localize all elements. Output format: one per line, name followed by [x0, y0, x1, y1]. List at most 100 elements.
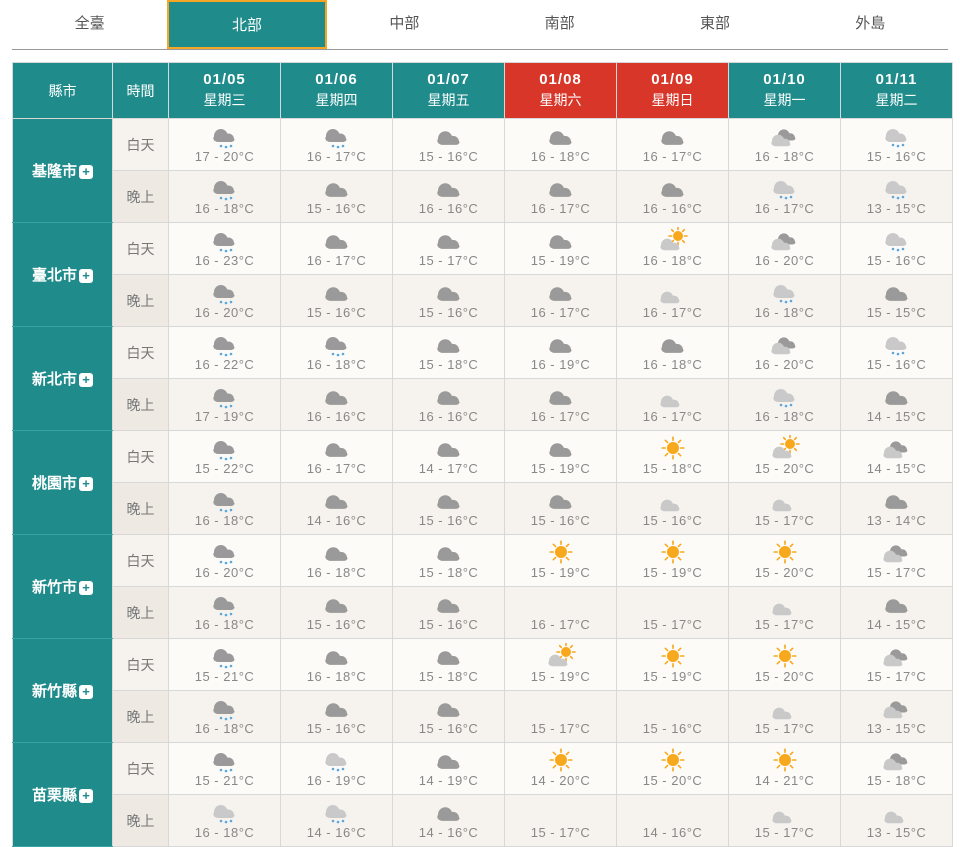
- expand-icon: +: [79, 373, 93, 387]
- rain-icon: [171, 695, 278, 721]
- forecast-cell: 16 - 18°C: [729, 275, 841, 327]
- city-2[interactable]: 新北市+: [13, 327, 113, 431]
- region-tab-4[interactable]: 東部: [637, 0, 792, 49]
- forecast-cell: 17 - 19°C: [169, 379, 281, 431]
- temp-range: 15 - 18°C: [395, 669, 502, 684]
- moon-icon: [507, 591, 614, 617]
- temp-range: 16 - 18°C: [171, 201, 278, 216]
- temp-range: 16 - 17°C: [283, 149, 390, 164]
- lightrain-icon: [171, 799, 278, 825]
- temp-range: 14 - 16°C: [283, 825, 390, 840]
- region-tab-2[interactable]: 中部: [327, 0, 482, 49]
- rain-icon: [283, 123, 390, 149]
- forecast-cell: 15 - 17°C: [505, 795, 617, 847]
- lightrain-icon: [843, 331, 950, 357]
- cloud-icon: [843, 279, 950, 305]
- time-night: 晚上: [113, 275, 169, 327]
- temp-range: 15 - 15°C: [843, 305, 950, 320]
- temp-range: 16 - 22°C: [171, 357, 278, 372]
- forecast-cell: 16 - 20°C: [169, 535, 281, 587]
- header-time: 時間: [113, 63, 169, 119]
- partcloud-icon: [731, 123, 838, 149]
- expand-icon: +: [79, 789, 93, 803]
- forecast-cell: 15 - 16°C: [281, 275, 393, 327]
- cloud-icon: [507, 123, 614, 149]
- temp-range: 15 - 18°C: [395, 565, 502, 580]
- city-3[interactable]: 桃園市+: [13, 431, 113, 535]
- cloud-icon: [395, 799, 502, 825]
- temp-range: 15 - 19°C: [507, 565, 614, 580]
- temp-range: 15 - 21°C: [171, 773, 278, 788]
- time-night: 晚上: [113, 171, 169, 223]
- cloud-icon: [507, 331, 614, 357]
- temp-range: 16 - 17°C: [619, 149, 726, 164]
- cloud-icon: [283, 695, 390, 721]
- temp-range: 16 - 17°C: [731, 201, 838, 216]
- forecast-cell: 16 - 18°C: [169, 171, 281, 223]
- rain-icon: [171, 175, 278, 201]
- lightrain-icon: [731, 383, 838, 409]
- forecast-cell: 15 - 16°C: [841, 119, 953, 171]
- temp-range: 16 - 18°C: [731, 409, 838, 424]
- forecast-cell: 15 - 18°C: [393, 639, 505, 691]
- temp-range: 15 - 19°C: [507, 461, 614, 476]
- partcloud-icon: [731, 227, 838, 253]
- time-day: 白天: [113, 119, 169, 171]
- temp-range: 15 - 17°C: [731, 513, 838, 528]
- city-5[interactable]: 新竹縣+: [13, 639, 113, 743]
- lightrain-icon: [843, 227, 950, 253]
- cloud-icon: [843, 591, 950, 617]
- cloud-icon: [507, 383, 614, 409]
- forecast-cell: 16 - 18°C: [617, 327, 729, 379]
- rain-icon: [171, 331, 278, 357]
- temp-range: 15 - 20°C: [731, 669, 838, 684]
- temp-range: 15 - 16°C: [395, 721, 502, 736]
- temp-range: 15 - 16°C: [619, 721, 726, 736]
- partcloud-icon: [843, 435, 950, 461]
- temp-range: 15 - 18°C: [619, 461, 726, 476]
- temp-range: 15 - 16°C: [395, 513, 502, 528]
- forecast-cell: 16 - 17°C: [617, 379, 729, 431]
- cloud-icon: [619, 123, 726, 149]
- temp-range: 16 - 18°C: [171, 825, 278, 840]
- forecast-cell: 15 - 17°C: [729, 587, 841, 639]
- forecast-cell: 15 - 17°C: [729, 691, 841, 743]
- cloud-icon: [283, 279, 390, 305]
- region-tab-3[interactable]: 南部: [482, 0, 637, 49]
- temp-range: 16 - 20°C: [731, 357, 838, 372]
- region-tab-0[interactable]: 全臺: [12, 0, 167, 49]
- header-city: 縣市: [13, 63, 113, 119]
- forecast-cell: 14 - 16°C: [281, 795, 393, 847]
- temp-range: 14 - 16°C: [283, 513, 390, 528]
- region-tab-1[interactable]: 北部: [167, 0, 326, 49]
- moon-icon: [507, 799, 614, 825]
- forecast-cell: 16 - 23°C: [169, 223, 281, 275]
- cloud-icon: [843, 383, 950, 409]
- header-day-0: 01/05星期三: [169, 63, 281, 119]
- forecast-cell: 16 - 18°C: [505, 119, 617, 171]
- region-tab-5[interactable]: 外島: [793, 0, 948, 49]
- cloud-icon: [283, 643, 390, 669]
- forecast-cell: 15 - 16°C: [393, 587, 505, 639]
- city-6[interactable]: 苗栗縣+: [13, 743, 113, 847]
- time-day: 白天: [113, 431, 169, 483]
- forecast-cell: 16 - 18°C: [169, 587, 281, 639]
- rain-icon: [171, 435, 278, 461]
- rain-icon: [171, 123, 278, 149]
- temp-range: 14 - 16°C: [395, 825, 502, 840]
- city-1[interactable]: 臺北市+: [13, 223, 113, 327]
- forecast-cell: 13 - 15°C: [841, 795, 953, 847]
- city-4[interactable]: 新竹市+: [13, 535, 113, 639]
- forecast-cell: 15 - 17°C: [729, 795, 841, 847]
- forecast-cell: 13 - 14°C: [841, 483, 953, 535]
- temp-range: 16 - 17°C: [507, 305, 614, 320]
- temp-range: 15 - 16°C: [283, 721, 390, 736]
- lightrain-icon: [843, 123, 950, 149]
- partcloud-icon: [843, 643, 950, 669]
- temp-range: 16 - 18°C: [171, 721, 278, 736]
- forecast-cell: 13 - 15°C: [841, 691, 953, 743]
- forecast-cell: 15 - 16°C: [281, 691, 393, 743]
- forecast-cell: 14 - 15°C: [841, 431, 953, 483]
- forecast-cell: 14 - 19°C: [393, 743, 505, 795]
- city-0[interactable]: 基隆市+: [13, 119, 113, 223]
